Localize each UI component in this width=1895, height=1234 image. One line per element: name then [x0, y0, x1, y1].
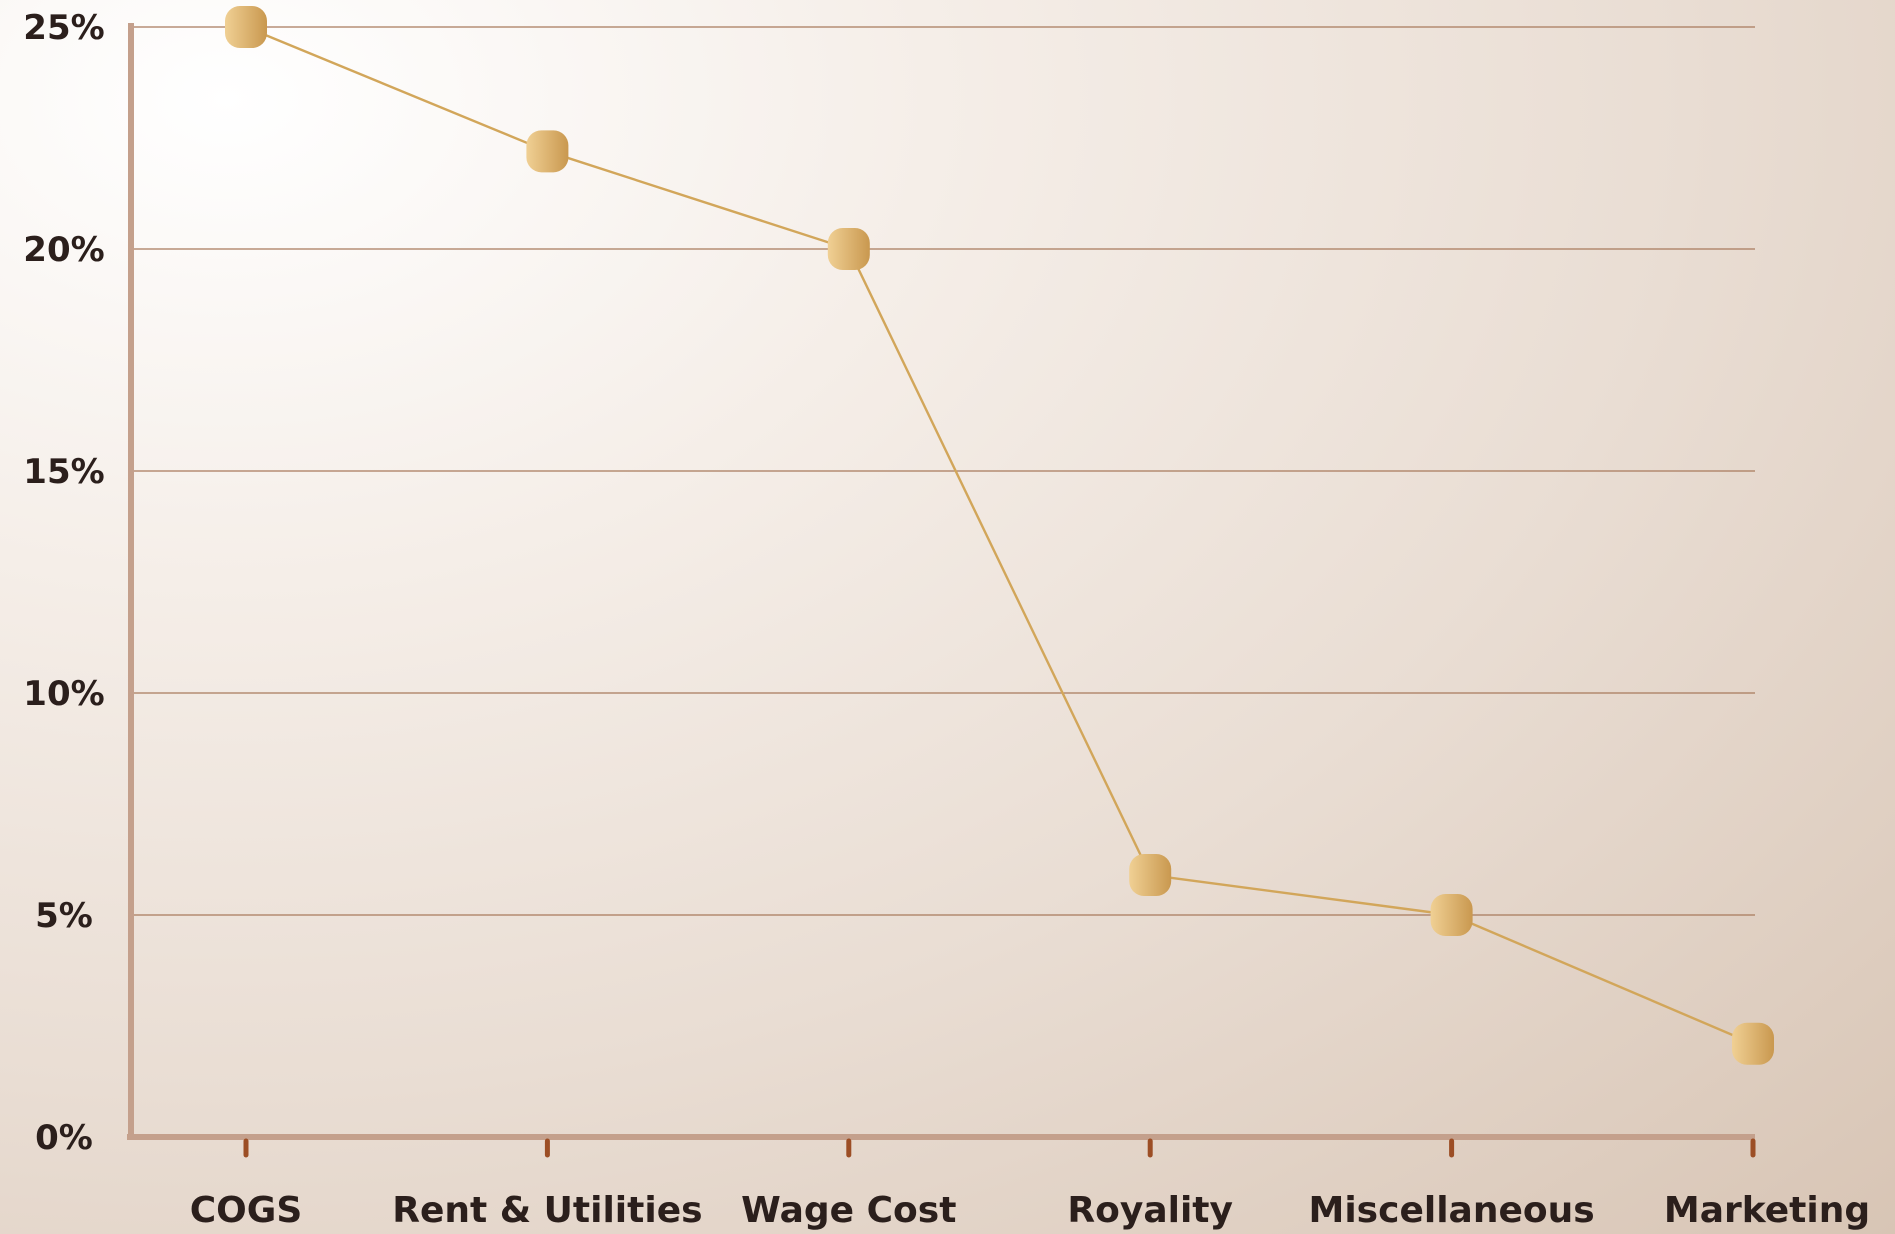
axes	[127, 23, 1755, 1140]
x-tick-label: Marketing	[1664, 1190, 1870, 1231]
data-point	[526, 130, 569, 173]
x-tick-labels: COGS Rent & Utilities Wage Cost Royality Mis…	[190, 1190, 1870, 1231]
x-tick-label: COGS	[190, 1190, 303, 1231]
x-tick-label: Wage Cost	[741, 1190, 956, 1231]
series-line	[245, 25, 1754, 1045]
y-tick-label: 5%	[35, 896, 93, 936]
data-points	[225, 6, 1774, 1065]
grid-lines	[131, 26, 1755, 916]
x-tick-label: Royality	[1067, 1190, 1233, 1231]
x-tick-label: Rent & Utilities	[392, 1190, 702, 1231]
data-point	[225, 6, 267, 48]
data-point	[1430, 894, 1473, 936]
data-point	[1129, 854, 1172, 897]
y-tick-labels: 0% 5% 10% 15% 20% 25%	[23, 8, 104, 1158]
y-tick-label: 0%	[35, 1118, 93, 1158]
series-line-0	[245, 25, 1754, 1045]
data-point	[1732, 1022, 1774, 1065]
data-point	[827, 228, 870, 270]
y-tick-label: 25%	[23, 8, 104, 48]
x-ticks	[243, 1138, 1756, 1158]
y-tick-label: 10%	[23, 674, 104, 714]
y-tick-label: 20%	[23, 230, 104, 270]
x-tick-label: Miscellaneous	[1309, 1190, 1595, 1231]
y-tick-label: 15%	[23, 452, 104, 492]
